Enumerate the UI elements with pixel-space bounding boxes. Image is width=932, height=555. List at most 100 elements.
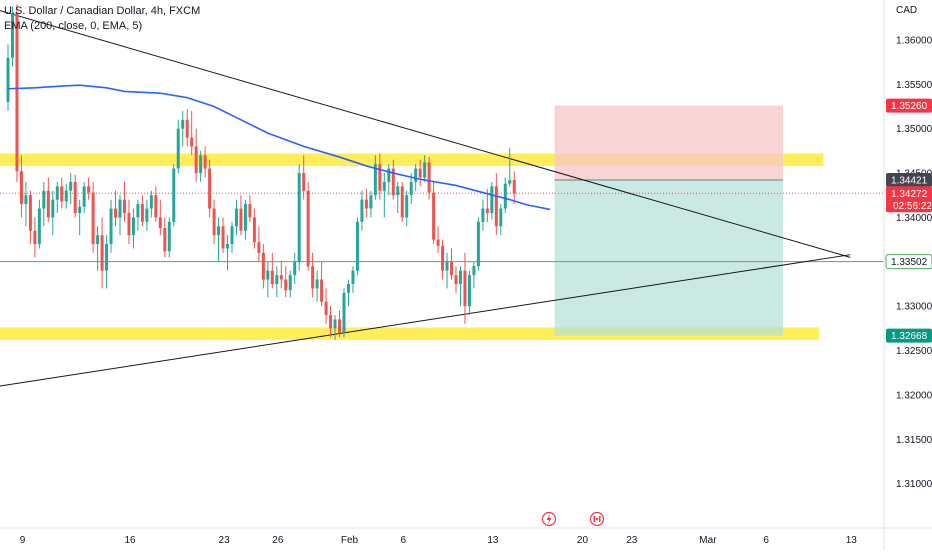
candle xyxy=(248,195,252,222)
candle-body xyxy=(114,208,118,218)
candle xyxy=(149,190,153,218)
candle-body xyxy=(458,270,462,284)
candle-body xyxy=(441,245,445,271)
candle xyxy=(64,183,68,209)
time-tick-label: 9 xyxy=(20,535,26,546)
candle xyxy=(55,181,59,213)
candle-body xyxy=(127,212,131,236)
candle xyxy=(100,217,104,289)
candle xyxy=(167,217,171,258)
candle-body xyxy=(297,173,301,262)
candle xyxy=(118,195,122,236)
candle xyxy=(387,164,391,196)
candle-body xyxy=(145,208,149,222)
lightning-event-icon[interactable] xyxy=(541,511,557,527)
candle-body xyxy=(499,208,503,227)
candle-body xyxy=(423,162,427,178)
candle-body xyxy=(306,190,310,267)
candle xyxy=(472,261,476,289)
candle xyxy=(24,181,28,227)
candle-body xyxy=(355,221,359,271)
candle-body xyxy=(342,292,346,333)
candle xyxy=(82,181,86,213)
ema-layer xyxy=(7,84,551,211)
candle xyxy=(158,199,162,236)
candle-body xyxy=(252,217,256,243)
candle-body xyxy=(302,173,306,191)
candle-body xyxy=(105,244,109,271)
candle-body xyxy=(158,217,162,229)
candle xyxy=(409,173,413,205)
candle-body xyxy=(432,192,436,240)
candle-body xyxy=(400,186,404,218)
candle-body xyxy=(248,204,252,218)
candle xyxy=(284,266,288,298)
candle xyxy=(503,177,507,213)
price-tick-label: 1.32500 xyxy=(896,346,932,357)
price-tick-label: 1.31000 xyxy=(896,479,932,490)
candle-body xyxy=(333,319,337,329)
candle xyxy=(293,252,297,284)
candle xyxy=(463,252,467,324)
trendline-1 xyxy=(0,254,851,387)
candle xyxy=(458,266,462,307)
candle-body xyxy=(261,252,265,280)
indicator-label[interactable]: EMA (200, close, 0, EMA, 5) xyxy=(4,20,143,32)
price-badges: 1.352601.344211.3427202:56:221.335021.32… xyxy=(885,98,932,343)
candle-body xyxy=(140,204,144,222)
chart-legend: U.S. Dollar / Canadian Dollar, 4h, FXCM … xyxy=(4,4,200,34)
candle xyxy=(329,306,333,338)
ema-200-line xyxy=(7,84,551,211)
candle-body xyxy=(131,217,135,236)
candle xyxy=(136,199,140,231)
price-tick-label: 1.32000 xyxy=(896,390,932,401)
candle xyxy=(208,159,212,218)
candle xyxy=(333,315,337,340)
candle-body xyxy=(149,195,153,209)
price-badge-bg xyxy=(886,98,932,113)
candle-body xyxy=(418,168,422,178)
symbol-title[interactable]: U.S. Dollar / Canadian Dollar, 4h, FXCM xyxy=(4,5,201,17)
candle xyxy=(405,190,409,227)
candle-body xyxy=(212,208,216,236)
candle xyxy=(172,164,176,227)
candle-body xyxy=(270,270,274,284)
candle-body xyxy=(203,155,207,169)
candle xyxy=(96,226,100,271)
candle-body xyxy=(485,208,489,213)
candle-body xyxy=(208,168,212,209)
candle xyxy=(230,221,234,253)
candle-body xyxy=(122,199,126,213)
candle-body xyxy=(329,315,333,329)
time-tick-label: 23 xyxy=(219,535,231,546)
price-badge-bg xyxy=(886,186,932,213)
candle xyxy=(51,190,55,236)
candle-body xyxy=(351,270,355,284)
candle-body xyxy=(118,199,122,218)
time-tick-label: 13 xyxy=(846,535,858,546)
candle-body xyxy=(37,208,41,245)
candle xyxy=(78,199,82,236)
candle xyxy=(131,208,135,249)
candle xyxy=(311,252,315,298)
candle-body xyxy=(445,261,449,271)
candle xyxy=(476,217,480,271)
candle xyxy=(190,110,194,156)
time-tick-label: 6 xyxy=(763,535,769,546)
candle xyxy=(19,155,23,218)
canada-flag-event-icon[interactable] xyxy=(589,511,605,527)
candle-body xyxy=(136,204,140,218)
candle xyxy=(454,266,458,293)
candle xyxy=(154,186,158,222)
time-tick-label: 6 xyxy=(400,535,406,546)
time-tick-label: 13 xyxy=(487,535,499,546)
candle-body xyxy=(33,230,37,245)
candle xyxy=(105,235,109,289)
candle-body xyxy=(69,181,73,191)
candle xyxy=(221,217,225,253)
candle xyxy=(28,190,32,245)
time-tick-label: Mar xyxy=(699,535,717,546)
candle xyxy=(396,181,400,213)
